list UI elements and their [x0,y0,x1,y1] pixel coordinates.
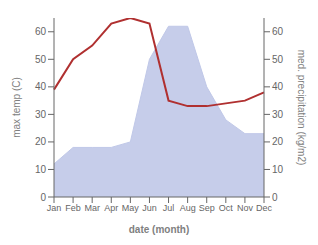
svg-text:Apr: Apr [104,203,118,213]
svg-text:40: 40 [272,81,284,92]
svg-text:date (month): date (month) [129,224,190,235]
svg-text:0: 0 [40,192,46,203]
svg-text:50: 50 [272,54,284,65]
svg-text:May: May [122,203,140,213]
svg-text:50: 50 [35,54,47,65]
svg-text:20: 20 [272,136,284,147]
svg-text:Feb: Feb [65,203,81,213]
svg-text:10: 10 [35,164,47,175]
svg-text:10: 10 [272,164,284,175]
svg-text:60: 60 [35,26,47,37]
svg-text:med. precipitation (kg/m2): med. precipitation (kg/m2) [296,50,307,166]
svg-text:Jun: Jun [142,203,157,213]
svg-text:40: 40 [35,81,47,92]
svg-text:0: 0 [272,192,278,203]
svg-text:Mar: Mar [84,203,100,213]
svg-text:20: 20 [35,136,47,147]
svg-text:Jul: Jul [163,203,175,213]
svg-text:max temp (C): max temp (C) [11,77,22,138]
svg-text:30: 30 [35,109,47,120]
svg-text:60: 60 [272,26,284,37]
svg-text:30: 30 [272,109,284,120]
svg-text:Oct: Oct [219,203,234,213]
svg-text:Jan: Jan [47,203,62,213]
svg-text:Sep: Sep [199,203,215,213]
svg-text:Nov: Nov [237,203,254,213]
svg-text:Dec: Dec [256,203,273,213]
svg-text:Aug: Aug [180,203,196,213]
